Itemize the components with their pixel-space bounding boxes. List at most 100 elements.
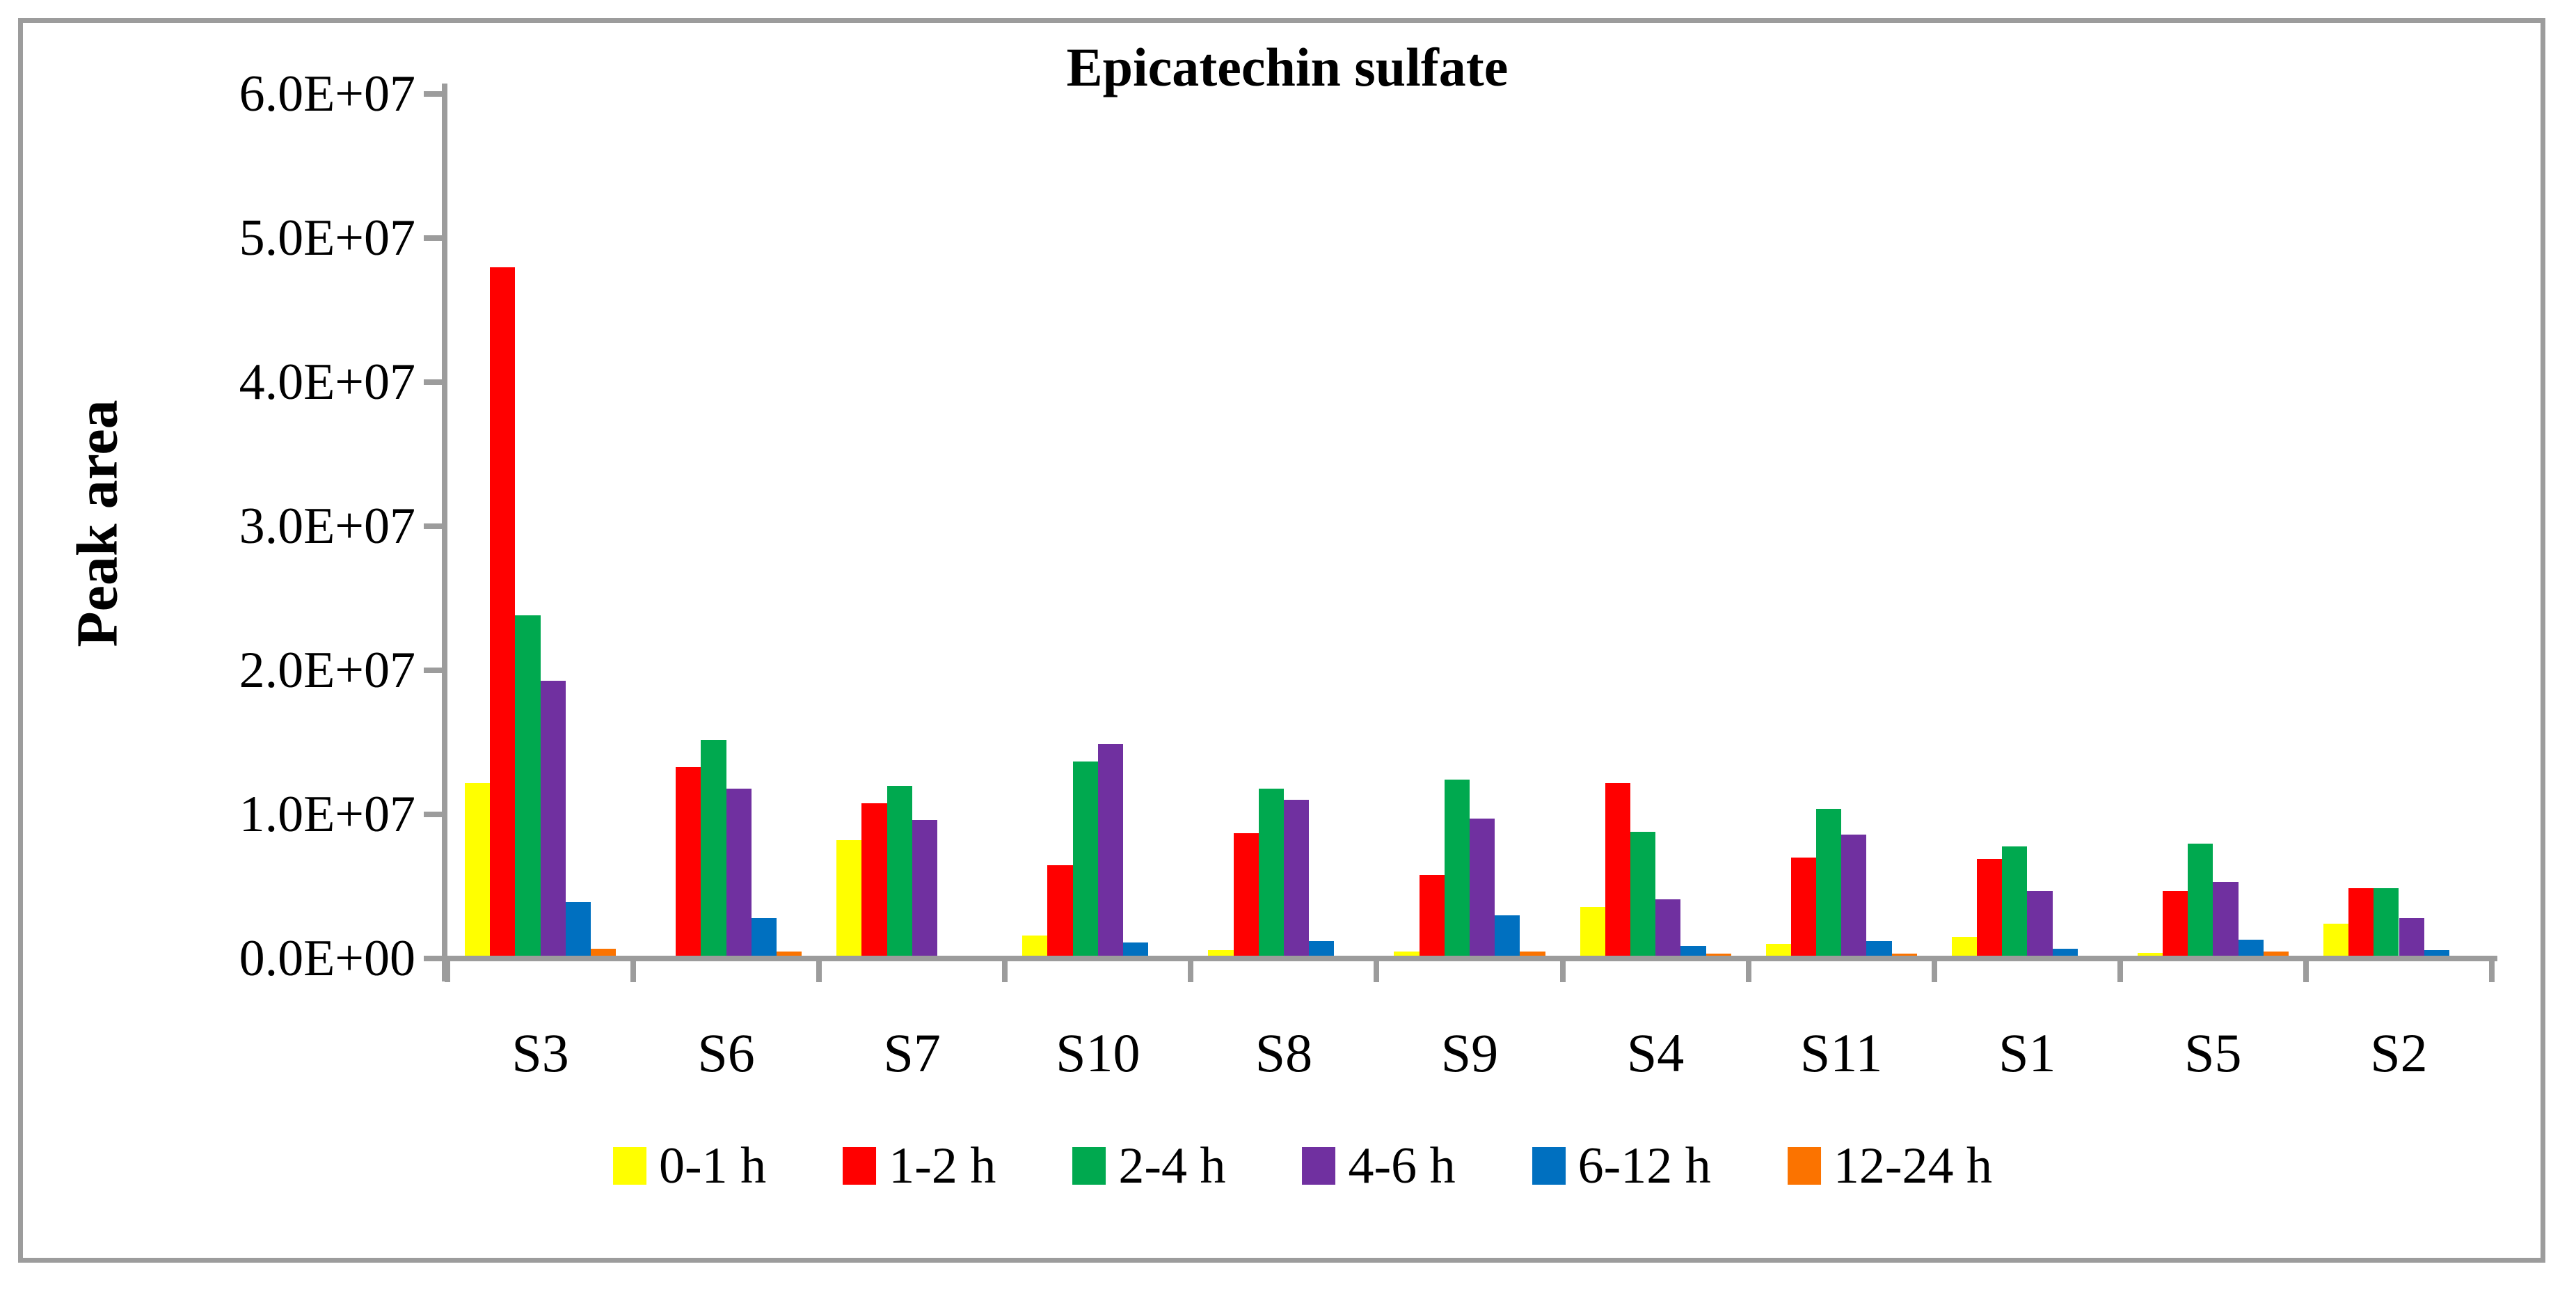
bar-S3-2-4h — [515, 615, 541, 956]
bar-S6-12-24h — [777, 951, 802, 956]
bar-S10-2-4h — [1072, 761, 1098, 956]
bar-S1-6-12h — [2052, 948, 2078, 956]
legend-item-0-1h: 0-1 h — [613, 1140, 766, 1192]
legend: 0-1 h 1-2 h 2-4 h 4-6 h 6-12 h 12-24 h — [613, 1140, 1992, 1192]
bar-S4-2-4h — [1630, 831, 1656, 956]
bar-S2-1-2h — [2348, 887, 2374, 956]
legend-item-2-4h: 2-4 h — [1072, 1137, 1226, 1194]
bar-S6-1-2h — [676, 766, 701, 956]
x-axis-label-S5: S5 — [2184, 1023, 2242, 1083]
bar-S10-0-1h — [1022, 936, 1048, 956]
bar-S1-1-2h — [1976, 859, 2003, 956]
bar-S6-2-4h — [701, 739, 726, 956]
y-axis-tick-mark — [424, 91, 442, 97]
y-axis-tick-label: 6.0E+07 — [239, 65, 415, 123]
y-axis-tick-mark — [424, 956, 442, 961]
bar-S11-0-1h — [1765, 944, 1791, 956]
x-axis-tick-mark — [1188, 961, 1194, 982]
bar-S5-2-4h — [2188, 843, 2213, 956]
y-axis-tick-label: 4.0E+07 — [239, 354, 415, 411]
bar-S8-2-4h — [1258, 788, 1284, 956]
y-axis-tick-mark — [424, 812, 442, 817]
legend-swatch-icon — [613, 1147, 647, 1185]
chart-title: Epicatechin sulfate — [1066, 37, 1509, 97]
x-axis-label-S1: S1 — [1998, 1023, 2056, 1083]
bar-S5-12-24h — [2263, 951, 2289, 956]
x-axis-label-S3: S3 — [511, 1023, 569, 1083]
bar-S3-0-1h — [465, 782, 491, 956]
x-axis-tick-mark — [630, 961, 637, 982]
x-axis-tick-mark — [1002, 961, 1008, 982]
bar-S11-1-2h — [1790, 858, 1817, 956]
bar-S4-6-12h — [1680, 945, 1706, 956]
bar-S1-4-6h — [2027, 890, 2053, 956]
y-axis-tick-label: 2.0E+07 — [239, 642, 415, 699]
legend-item-1-2h: 1-2 h — [843, 1140, 996, 1192]
bar-S5-6-12h — [2238, 940, 2264, 956]
bar-S9-4-6h — [1470, 819, 1495, 956]
legend-label: 6-12 h — [1577, 1137, 1711, 1194]
legend-label: 1-2 h — [889, 1137, 996, 1194]
bar-S2-4-6h — [2399, 918, 2424, 956]
bar-S3-6-12h — [565, 902, 591, 956]
chart-border-frame — [18, 18, 2545, 1263]
x-axis-label-S2: S2 — [2370, 1023, 2428, 1083]
legend-label: 2-4 h — [1118, 1137, 1226, 1194]
bar-S9-12-24h — [1520, 951, 1545, 956]
x-axis-line — [442, 956, 2497, 961]
y-axis-tick-mark — [424, 235, 442, 241]
x-axis-tick-mark — [1931, 961, 1937, 982]
legend-swatch-icon — [1072, 1147, 1106, 1185]
y-axis-tick-mark — [424, 523, 442, 529]
legend-label: 4-6 h — [1348, 1137, 1456, 1194]
x-axis-label-S8: S8 — [1255, 1023, 1313, 1083]
y-axis-tick-label: 0.0E+00 — [239, 930, 415, 987]
x-axis-label-S9: S9 — [1440, 1023, 1499, 1083]
x-axis-tick-mark — [1745, 961, 1751, 982]
bar-S8-0-1h — [1208, 949, 1234, 956]
x-axis-tick-mark — [445, 961, 450, 982]
bar-S11-6-12h — [1866, 941, 1892, 956]
legend-item-12-24h: 12-24 h — [1787, 1140, 1992, 1192]
bar-S5-0-1h — [2137, 952, 2163, 956]
x-axis-tick-mark — [2489, 961, 2495, 982]
x-axis-label-S11: S11 — [1799, 1023, 1883, 1083]
x-axis-tick-mark — [816, 961, 822, 982]
bar-S2-0-1h — [2323, 924, 2349, 956]
bar-S6-4-6h — [726, 788, 752, 956]
bar-S9-2-4h — [1444, 780, 1470, 956]
bar-S1-2-4h — [2002, 846, 2028, 956]
bar-S3-12-24h — [591, 948, 617, 956]
bar-S2-2-4h — [2374, 887, 2399, 956]
bar-S3-1-2h — [490, 267, 516, 956]
bar-S3-4-6h — [540, 680, 566, 956]
y-axis-tick-mark — [424, 668, 442, 673]
bar-S7-2-4h — [887, 785, 912, 956]
x-axis-label-S4: S4 — [1626, 1023, 1685, 1083]
bar-S10-1-2h — [1047, 865, 1073, 956]
bar-S5-1-2h — [2163, 890, 2188, 956]
x-axis-tick-mark — [2117, 961, 2123, 982]
y-axis-tick-label: 1.0E+07 — [239, 786, 415, 843]
bar-S9-0-1h — [1394, 951, 1420, 956]
bar-S4-12-24h — [1706, 953, 1731, 956]
x-axis-tick-mark — [2303, 961, 2309, 982]
bar-S4-4-6h — [1655, 899, 1681, 956]
bar-S8-4-6h — [1283, 800, 1310, 956]
bar-S9-6-12h — [1495, 915, 1520, 956]
bar-S7-1-2h — [861, 803, 887, 956]
y-axis-tick-label: 3.0E+07 — [239, 498, 415, 555]
x-axis-label-S7: S7 — [883, 1023, 941, 1083]
bar-S5-4-6h — [2213, 882, 2239, 956]
legend-label: 0-1 h — [659, 1137, 767, 1194]
x-axis-tick-mark — [1374, 961, 1380, 982]
bar-S2-6-12h — [2424, 949, 2449, 956]
bar-S1-0-1h — [1951, 937, 1977, 956]
bar-S8-6-12h — [1309, 941, 1335, 956]
bar-S11-12-24h — [1891, 953, 1917, 956]
bar-S9-1-2h — [1419, 875, 1445, 956]
bar-S10-6-12h — [1123, 942, 1149, 956]
x-axis-label-S10: S10 — [1056, 1023, 1140, 1083]
legend-item-6-12h: 6-12 h — [1532, 1140, 1711, 1192]
